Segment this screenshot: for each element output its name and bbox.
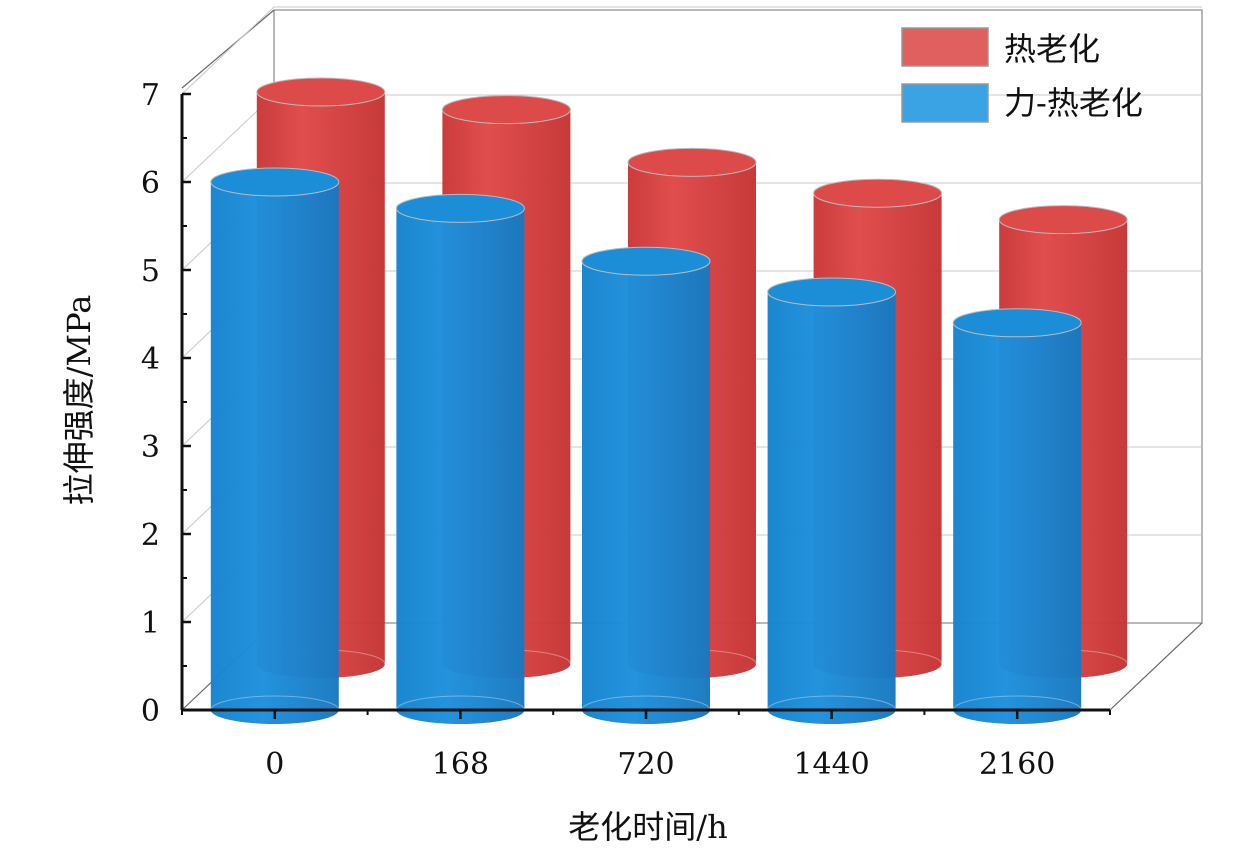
y-tick-label: 2 <box>141 518 160 553</box>
x-tick-label: 720 <box>617 747 674 782</box>
left-top-edge <box>181 9 275 89</box>
bar-stress-heat-aging-1440-top <box>767 277 897 307</box>
bar-stress-heat-aging-168-base <box>395 695 525 711</box>
y-tick-label: 6 <box>141 166 160 201</box>
bar-stress-heat-aging-720 <box>581 246 711 724</box>
x-tick-label: 168 <box>432 747 489 782</box>
front-series-bars <box>210 167 1082 724</box>
bar-heat-aging-0-top <box>256 77 386 107</box>
gridline-left-wall <box>181 6 275 95</box>
right-floor-edge <box>1109 622 1203 711</box>
bar-stress-heat-aging-168-top <box>395 193 525 223</box>
bar-stress-heat-aging-0-body <box>210 182 339 724</box>
x-axis-title: 老化时间/h <box>568 808 727 846</box>
bar-stress-heat-aging-2160 <box>952 308 1082 724</box>
x-tick-label: 1440 <box>793 747 869 782</box>
x-tick-label: 0 <box>265 747 284 782</box>
y-tick-label: 7 <box>141 78 160 113</box>
y-axis-title: 拉伸强度/MPa <box>60 295 98 506</box>
y-tick-label: 0 <box>141 694 160 729</box>
bar-heat-aging-2160-top <box>998 205 1128 235</box>
bar-stress-heat-aging-1440-base <box>767 695 897 711</box>
y-tick-label: 5 <box>141 254 160 289</box>
x-tick-label: 2160 <box>979 747 1055 782</box>
bar-stress-heat-aging-2160-base <box>952 695 1082 711</box>
legend-label-stress-heat-aging: 力-热老化 <box>1004 84 1143 122</box>
bar-stress-heat-aging-720-body <box>582 261 710 724</box>
bar-stress-heat-aging-0-base <box>210 695 340 711</box>
y-tick-label: 4 <box>141 342 160 377</box>
bar-stress-heat-aging-720-top <box>581 246 711 276</box>
bar-stress-heat-aging-168-body <box>396 208 525 724</box>
legend-label-heat-aging: 热老化 <box>1004 30 1100 68</box>
bar-heat-aging-168-top <box>441 95 571 125</box>
bar-stress-heat-aging-1440 <box>767 277 897 724</box>
bar-stress-heat-aging-168 <box>395 193 525 724</box>
bar-stress-heat-aging-1440-body <box>767 292 896 724</box>
bar-heat-aging-720-top <box>627 147 757 177</box>
legend-swatch-stress-heat-aging <box>901 83 989 123</box>
bar-stress-heat-aging-0-top <box>210 167 340 197</box>
bar-stress-heat-aging-720-base <box>581 695 711 711</box>
y-tick-label: 3 <box>141 430 160 465</box>
axes <box>180 92 1111 719</box>
y-tick-labels: 0 1 2 3 4 5 6 7 <box>141 78 160 729</box>
bar-heat-aging-1440-top <box>813 178 943 208</box>
y-tick-label: 1 <box>141 606 160 641</box>
legend-swatch-heat-aging <box>901 27 989 67</box>
x-tick-labels: 0 168 720 1440 2160 <box>265 747 1055 782</box>
bar-stress-heat-aging-0 <box>210 167 340 724</box>
bar-stress-heat-aging-2160-body <box>953 322 1082 724</box>
legend: 热老化 力-热老化 <box>901 27 1143 123</box>
bar-stress-heat-aging-2160-top <box>952 308 1082 338</box>
